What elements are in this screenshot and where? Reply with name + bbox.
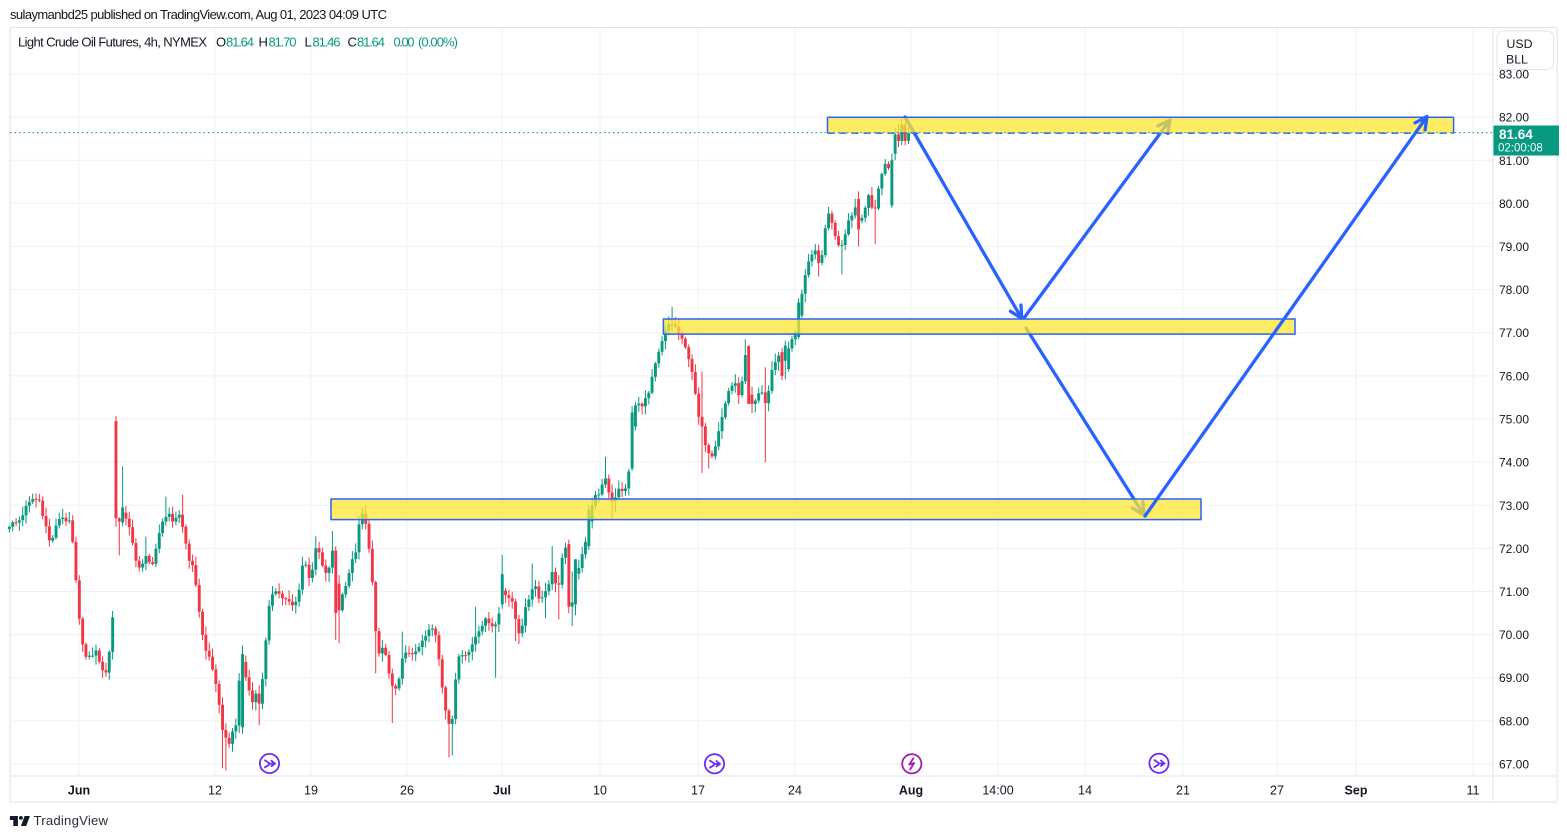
svg-text:Sep: Sep: [1345, 784, 1368, 798]
svg-text:79.00: 79.00: [1499, 240, 1529, 254]
svg-text:77.00: 77.00: [1499, 326, 1529, 340]
svg-text:83.00: 83.00: [1499, 68, 1529, 82]
svg-text:Jul: Jul: [493, 784, 511, 798]
svg-text:0.00: 0.00: [394, 35, 415, 50]
svg-text:H: H: [259, 35, 268, 50]
svg-text:TradingView: TradingView: [34, 813, 109, 828]
svg-text:Aug: Aug: [899, 784, 923, 798]
svg-text:27: 27: [1270, 784, 1284, 798]
svg-text:12: 12: [208, 784, 222, 798]
svg-text:72.00: 72.00: [1499, 542, 1529, 556]
svg-text:11: 11: [1467, 784, 1480, 798]
svg-text:75.00: 75.00: [1499, 413, 1529, 427]
svg-text:17: 17: [691, 784, 705, 798]
svg-text:C: C: [348, 35, 357, 50]
svg-text:74.00: 74.00: [1499, 456, 1529, 470]
svg-text:76.00: 76.00: [1499, 369, 1529, 383]
svg-text:(0.00%): (0.00%): [418, 35, 458, 50]
svg-text:81.64: 81.64: [226, 35, 254, 50]
svg-text:81.00: 81.00: [1499, 154, 1529, 168]
svg-text:24: 24: [788, 784, 802, 798]
svg-text:14:00: 14:00: [982, 784, 1013, 798]
svg-text:Jun: Jun: [68, 784, 90, 798]
svg-text:21: 21: [1176, 784, 1190, 798]
svg-text:Light Crude Oil Futures, 4h, N: Light Crude Oil Futures, 4h, NYMEX: [18, 35, 207, 50]
svg-text:O: O: [216, 35, 226, 50]
svg-text:L: L: [305, 35, 312, 50]
svg-text:sulaymanbd25 published on Trad: sulaymanbd25 published on TradingView.co…: [10, 7, 387, 22]
svg-text:80.00: 80.00: [1499, 197, 1529, 211]
svg-text:81.70: 81.70: [269, 35, 297, 50]
svg-text:71.00: 71.00: [1499, 585, 1529, 599]
svg-text:14: 14: [1078, 784, 1092, 798]
svg-text:78.00: 78.00: [1499, 283, 1529, 297]
svg-text:USD: USD: [1507, 37, 1533, 51]
svg-text:81.64: 81.64: [357, 35, 385, 50]
svg-text:19: 19: [304, 784, 318, 798]
svg-text:73.00: 73.00: [1499, 499, 1529, 513]
svg-text:82.00: 82.00: [1499, 111, 1529, 125]
svg-text:26: 26: [400, 784, 414, 798]
svg-text:02:00:08: 02:00:08: [1498, 143, 1543, 155]
svg-text:68.00: 68.00: [1499, 714, 1529, 728]
svg-text:70.00: 70.00: [1499, 628, 1529, 642]
svg-text:BLL: BLL: [1506, 53, 1528, 67]
svg-text:69.00: 69.00: [1499, 671, 1529, 685]
svg-text:10: 10: [593, 784, 607, 798]
svg-text:81.46: 81.46: [313, 35, 341, 50]
svg-text:67.00: 67.00: [1499, 758, 1529, 772]
svg-text:81.64: 81.64: [1499, 127, 1533, 142]
